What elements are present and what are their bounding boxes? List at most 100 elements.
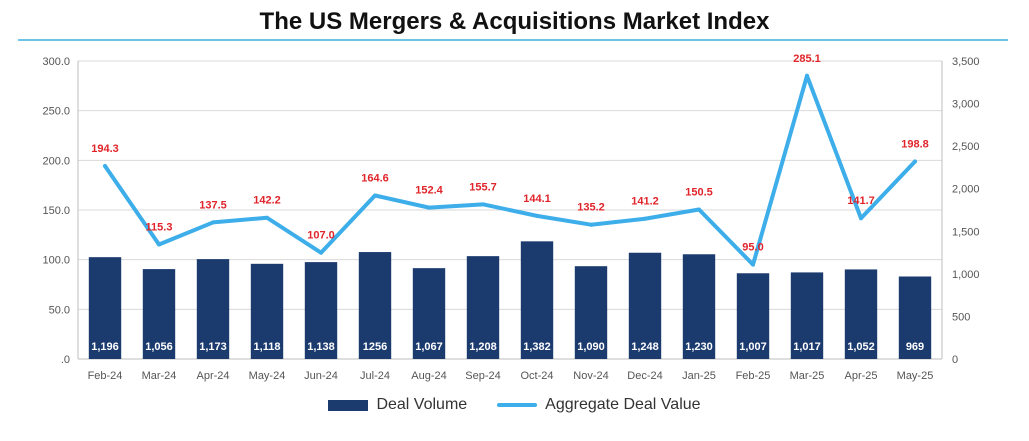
line-data-label: 107.0 [307, 230, 335, 242]
x-tick-label: Jan-25 [682, 370, 716, 382]
y-left-tick-label: 300.0 [42, 56, 70, 68]
line-data-label: 198.8 [901, 139, 929, 151]
bar-data-label: 1,382 [523, 341, 551, 353]
line-point [373, 193, 377, 198]
y-right-tick-label: 1,000 [952, 269, 980, 281]
line-point [913, 159, 917, 164]
line-point [535, 213, 539, 218]
y-left-tick-label: 250.0 [42, 106, 70, 118]
y-right-tick-label: 3,500 [952, 56, 980, 68]
line-data-label: 142.2 [253, 195, 281, 207]
line-data-label: 144.1 [523, 193, 551, 205]
bar-deal-volume [358, 252, 392, 359]
line-data-label: 194.3 [91, 143, 119, 155]
line-data-label: 95.0 [742, 242, 763, 254]
x-tick-label: Dec-24 [627, 370, 662, 382]
bar-data-label: 969 [906, 341, 924, 353]
bar-deal-volume [196, 259, 230, 359]
line-data-label: 152.4 [415, 185, 443, 197]
legend-label-aggregate-deal-value: Aggregate Deal Value [545, 396, 701, 413]
bar-deal-volume [682, 254, 716, 359]
bar-data-label: 1,056 [145, 341, 173, 353]
bar-deal-volume [466, 256, 500, 359]
line-aggregate-deal-value [103, 73, 917, 267]
line-point [697, 207, 701, 212]
line-point [265, 215, 269, 220]
bar-deal-volume [520, 241, 554, 359]
y-left-tick-label: 150.0 [42, 205, 70, 217]
line-data-label: 155.7 [469, 181, 497, 193]
x-tick-label: Apr-25 [844, 370, 877, 382]
y-left-tick-label: .0 [61, 354, 70, 366]
x-tick-label: May-24 [249, 370, 286, 382]
title-divider [18, 39, 1008, 41]
legend: Deal Volume Aggregate Deal Value [0, 396, 1029, 414]
bar-data-label: 1,090 [577, 341, 605, 353]
legend-item-aggregate-deal-value: Aggregate Deal Value [497, 396, 701, 414]
line-point [211, 220, 215, 225]
line-point [859, 216, 863, 221]
bar-deal-volume [142, 269, 176, 359]
x-tick-label: Oct-24 [520, 370, 553, 382]
y-left-tick-label: 100.0 [42, 255, 70, 267]
bar-data-label: 1,196 [91, 341, 119, 353]
y-left-tick-label: 200.0 [42, 155, 70, 167]
bar-data-label: 1,248 [631, 341, 659, 353]
line-data-label: 135.2 [577, 202, 605, 214]
line-point [589, 222, 593, 227]
bar-deal-volume [790, 272, 824, 359]
x-tick-label: Feb-25 [736, 370, 771, 382]
x-tick-label: Jul-24 [360, 370, 390, 382]
line-data-label: 164.6 [361, 172, 389, 184]
y-left-tick-label: 50.0 [49, 304, 70, 316]
y-right-tick-label: 2,000 [952, 184, 980, 196]
y-right-tick-label: 3,000 [952, 99, 980, 111]
bar-deal-volume [412, 268, 446, 359]
y-right-tick-label: 500 [952, 311, 970, 323]
bar-data-label: 1,017 [793, 341, 821, 353]
chart-title: The US Mergers & Acquisitions Market Ind… [259, 8, 770, 35]
bar-deal-volume [628, 252, 662, 359]
line-point [481, 202, 485, 207]
bar-data-label: 1,230 [685, 341, 713, 353]
bar-data-label: 1,007 [739, 341, 767, 353]
y-right-tick-label: 0 [952, 354, 958, 366]
bar-deal-volume [844, 269, 878, 359]
x-tick-label: Nov-24 [573, 370, 608, 382]
y-right-tick-label: 1,500 [952, 226, 980, 238]
line-point [751, 262, 755, 267]
bar-data-label: 1,208 [469, 341, 497, 353]
x-tick-label: May-25 [897, 370, 934, 382]
legend-swatch-line [497, 403, 538, 407]
x-tick-label: Sep-24 [465, 370, 500, 382]
bar-data-label: 1,067 [415, 341, 443, 353]
line-point [157, 242, 161, 247]
line-data-label: 285.1 [793, 53, 821, 65]
line-point [319, 250, 323, 255]
line-data-label: 115.3 [146, 221, 173, 233]
bar-deal-volume [250, 263, 284, 359]
x-tick-label: Mar-24 [142, 370, 177, 382]
x-tick-label: Apr-24 [196, 370, 229, 382]
bar-data-label: 1,052 [847, 341, 875, 353]
y-right-tick-label: 2,500 [952, 141, 980, 153]
line-point [427, 205, 431, 210]
bar-deal-volume [88, 257, 122, 359]
line-data-label: 137.5 [199, 199, 227, 211]
bar-data-label: 1256 [363, 341, 387, 353]
legend-label-deal-volume: Deal Volume [376, 396, 468, 413]
line-point [805, 73, 809, 78]
bar-data-label: 1,118 [254, 341, 281, 353]
x-tick-label: Aug-24 [411, 370, 446, 382]
legend-item-deal-volume: Deal Volume [328, 396, 467, 414]
bar-deal-volume [574, 266, 608, 359]
x-tick-label: Feb-24 [88, 370, 123, 382]
x-tick-label: Mar-25 [790, 370, 825, 382]
line-data-label: 141.7 [847, 195, 875, 207]
bar-deal-volume [898, 276, 932, 359]
line-point [103, 163, 107, 168]
bar-deal-volume [736, 273, 770, 359]
x-tick-label: Jun-24 [304, 370, 338, 382]
bar-data-label: 1,138 [307, 341, 335, 353]
